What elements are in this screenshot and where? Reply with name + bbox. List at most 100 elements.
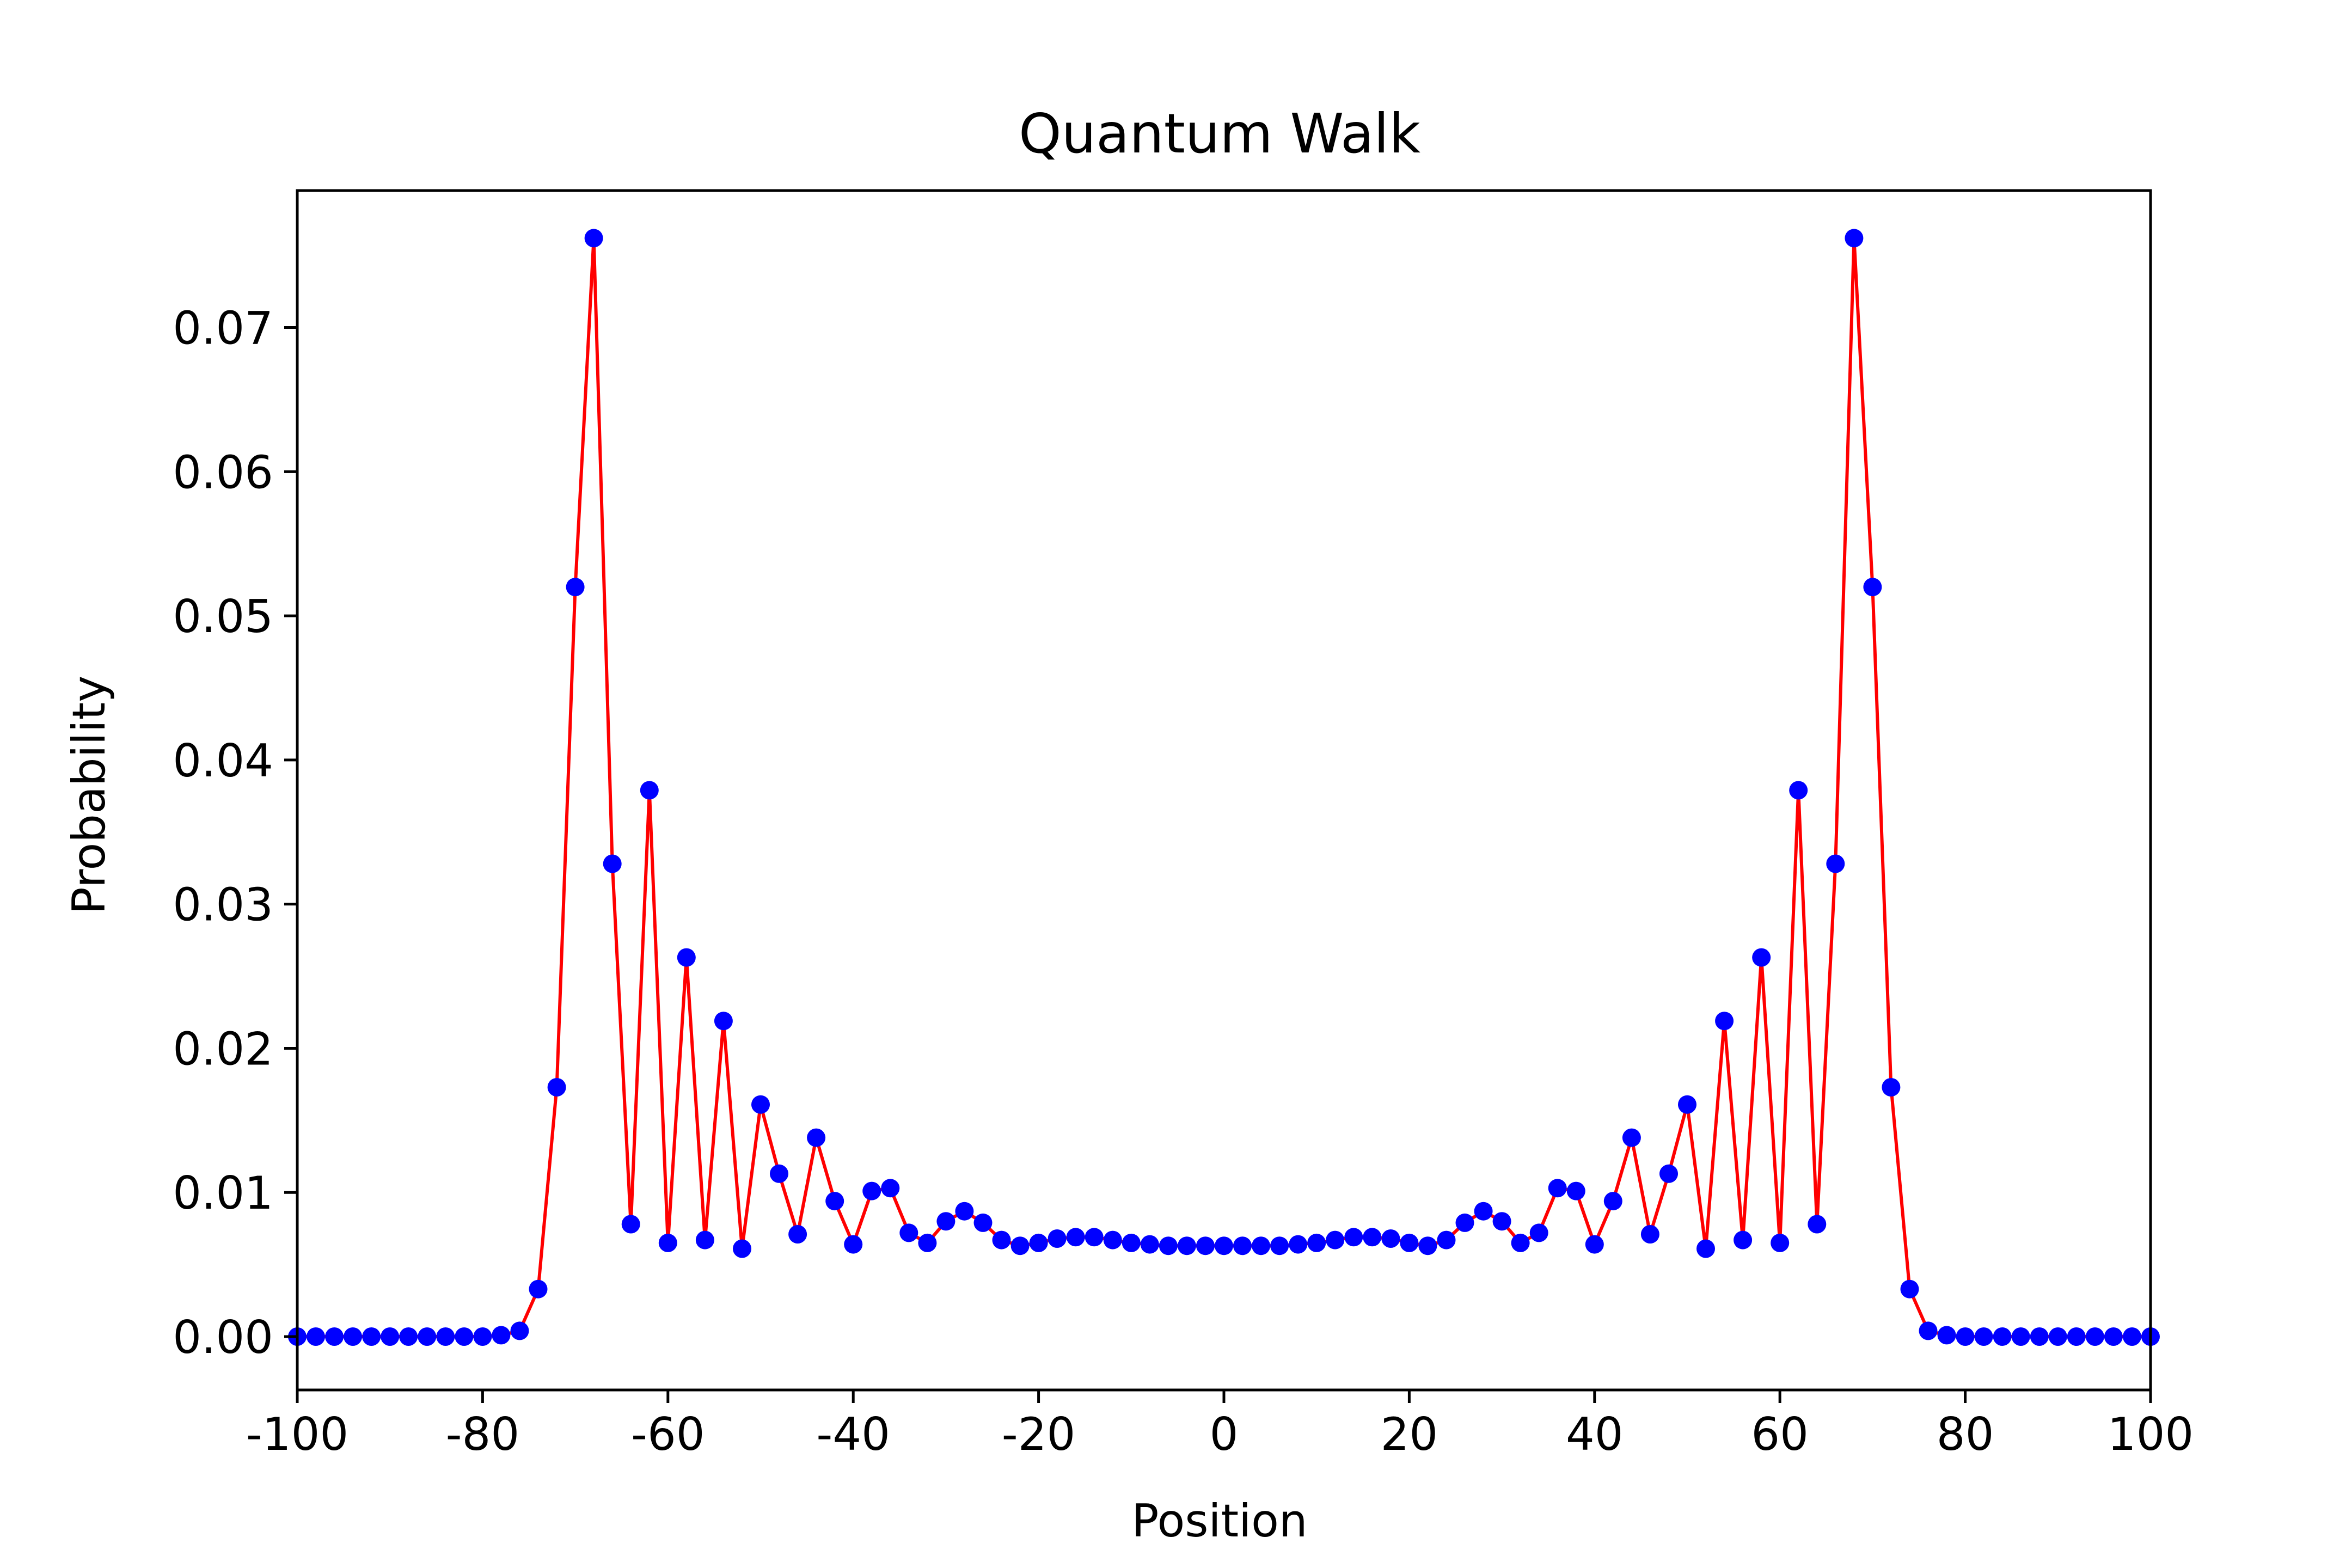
data-point — [2030, 1327, 2049, 1346]
data-point — [1659, 1164, 1678, 1183]
data-point — [2011, 1327, 2030, 1346]
data-point — [2104, 1327, 2123, 1346]
data-point — [973, 1213, 993, 1232]
data-point — [1529, 1223, 1548, 1242]
data-point — [1734, 1230, 1753, 1250]
data-point — [1270, 1236, 1289, 1255]
data-point — [1122, 1233, 1141, 1252]
data-point — [381, 1327, 400, 1346]
data-point — [825, 1192, 844, 1211]
data-point — [1103, 1230, 1122, 1250]
data-point — [1140, 1235, 1159, 1254]
data-point — [918, 1233, 937, 1252]
data-point — [881, 1179, 900, 1198]
x-tick-label: -100 — [246, 1408, 348, 1461]
data-point — [1252, 1236, 1271, 1255]
x-tick-label: -80 — [446, 1408, 520, 1461]
data-point — [325, 1327, 344, 1346]
x-tick-label: -40 — [816, 1408, 890, 1461]
data-point — [2048, 1327, 2067, 1346]
data-point — [1585, 1235, 1604, 1254]
data-point — [862, 1181, 881, 1200]
data-point — [640, 781, 659, 800]
y-tick-label: 0.01 — [173, 1167, 273, 1220]
data-point — [1974, 1327, 1993, 1346]
data-point — [1455, 1213, 1474, 1232]
x-tick-label: 60 — [1751, 1408, 1809, 1461]
data-point — [344, 1327, 363, 1346]
data-point — [529, 1279, 548, 1298]
data-point — [1381, 1229, 1400, 1248]
data-point — [1400, 1233, 1419, 1252]
data-point — [1307, 1233, 1326, 1252]
data-point — [1492, 1212, 1511, 1231]
data-point — [1678, 1095, 1696, 1114]
data-point — [1363, 1228, 1382, 1247]
x-tick-label: -60 — [631, 1408, 705, 1461]
data-point — [677, 948, 696, 967]
data-point — [1696, 1239, 1715, 1258]
data-point — [362, 1327, 381, 1346]
data-point — [603, 854, 622, 873]
data-point — [1418, 1236, 1437, 1255]
data-point — [2085, 1327, 2104, 1346]
data-point — [1215, 1236, 1233, 1255]
x-axis-label: Position — [1131, 1494, 1307, 1547]
y-tick-label: 0.07 — [173, 302, 273, 355]
data-point — [1029, 1233, 1048, 1252]
data-point — [1789, 781, 1808, 800]
y-tick-label: 0.05 — [173, 590, 273, 643]
data-point — [1826, 854, 1845, 873]
data-point — [2123, 1327, 2141, 1346]
data-point — [455, 1327, 474, 1346]
data-point — [1863, 578, 1882, 597]
data-point — [695, 1230, 714, 1250]
data-point — [1548, 1179, 1567, 1198]
data-point — [770, 1164, 788, 1183]
data-point — [1900, 1279, 1919, 1298]
data-point — [1603, 1192, 1622, 1211]
data-point — [955, 1202, 974, 1221]
data-point — [1326, 1230, 1345, 1250]
data-point — [1566, 1181, 1585, 1200]
data-point — [1196, 1236, 1215, 1255]
data-point — [1511, 1233, 1530, 1252]
data-point — [1474, 1202, 1493, 1221]
data-point — [733, 1239, 751, 1258]
data-point — [436, 1327, 455, 1346]
data-point — [1010, 1236, 1030, 1255]
data-point — [1715, 1012, 1734, 1031]
data-point — [807, 1128, 826, 1147]
data-point — [418, 1327, 437, 1346]
data-point — [1344, 1228, 1363, 1247]
y-axis-label: Probability — [63, 676, 115, 915]
plot-area — [288, 229, 2160, 1346]
data-point — [1956, 1327, 1975, 1346]
data-point — [1233, 1236, 1252, 1255]
axes: -100 -80 -60 -40 -20 0 20 40 60 80 100 0.00 0.01 0.02… — [173, 189, 2194, 1461]
data-point — [1289, 1235, 1308, 1254]
chart-title: Quantum Walk — [1019, 102, 1420, 166]
data-point — [1640, 1225, 1659, 1244]
x-tick-label: 0 — [1210, 1408, 1239, 1461]
data-point — [510, 1321, 529, 1340]
data-point — [658, 1233, 677, 1252]
data-point — [1622, 1128, 1641, 1147]
x-tick-label: 80 — [1937, 1408, 1994, 1461]
data-point — [1882, 1078, 1901, 1097]
data-point — [899, 1223, 918, 1242]
x-tick-label: 20 — [1381, 1408, 1438, 1461]
x-tick-label: -20 — [1002, 1408, 1076, 1461]
data-point — [714, 1012, 733, 1031]
data-point — [1437, 1230, 1456, 1250]
data-point — [1919, 1321, 1938, 1340]
data-point — [751, 1095, 770, 1114]
y-tick-label: 0.04 — [173, 734, 273, 787]
data-point — [492, 1326, 511, 1345]
data-point — [399, 1327, 418, 1346]
y-tick-label: 0.06 — [173, 446, 273, 499]
y-tick-label: 0.00 — [173, 1311, 273, 1364]
data-point — [584, 229, 603, 248]
